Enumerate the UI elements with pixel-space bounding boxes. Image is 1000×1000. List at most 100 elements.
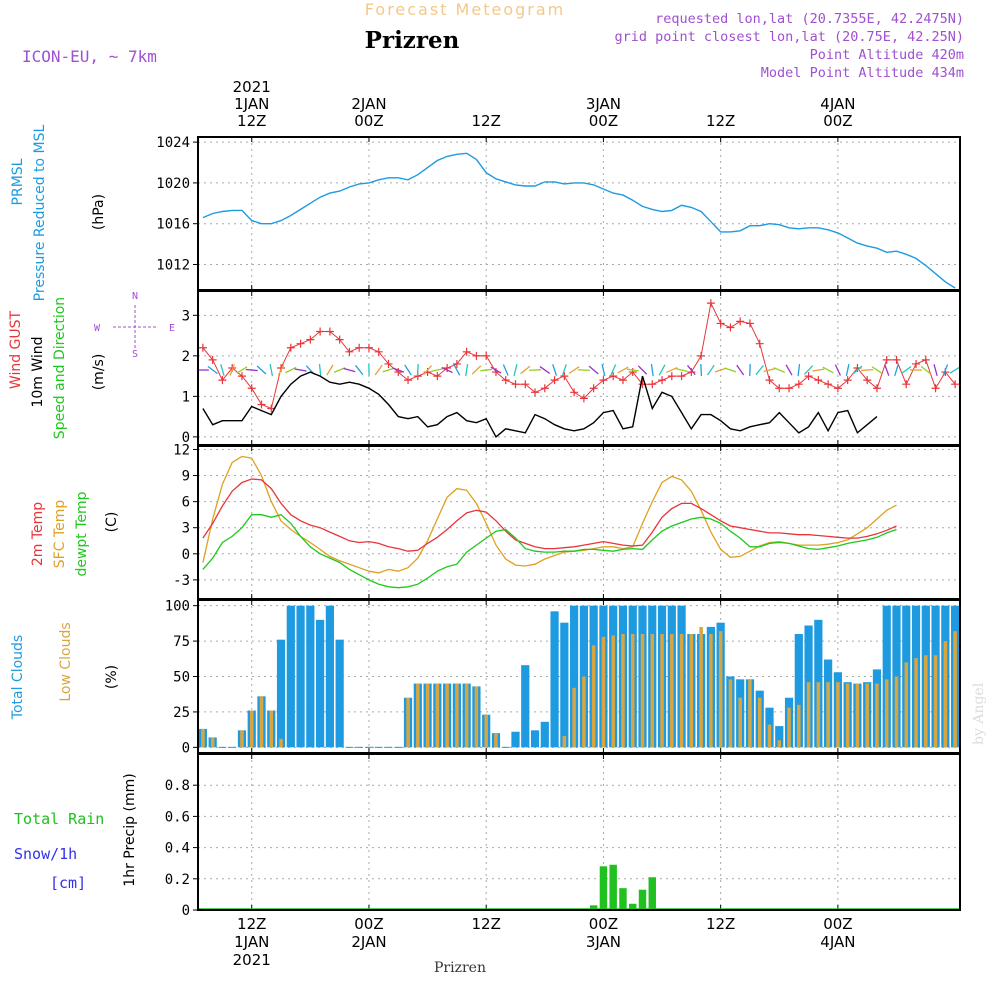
wind-direction-arrow <box>675 368 688 373</box>
gust-marker <box>540 384 549 393</box>
wind-direction-arrow <box>894 364 899 376</box>
y-tick-label: 0.2 <box>165 872 190 888</box>
top-hour-label: 00Z <box>823 112 852 130</box>
wind-direction-arrow <box>354 364 364 376</box>
wind-direction-arrow <box>773 367 786 373</box>
low-cloud-bar <box>494 733 498 748</box>
wind-direction-arrow <box>568 366 580 374</box>
wind-dir-label: Speed and Direction <box>52 297 68 439</box>
panel-border <box>197 445 961 600</box>
requested-coords: requested lon,lat (20.7355E, 42.2475N) <box>655 11 964 27</box>
wind-direction-arrow <box>207 365 218 375</box>
low-cloud-bar <box>572 687 576 748</box>
y-tick-label: 0 <box>182 903 190 919</box>
gust-marker <box>316 327 325 336</box>
wind-direction-arrow <box>626 368 639 372</box>
compass-south: S <box>132 349 138 360</box>
low-cloud-bar <box>875 683 879 748</box>
compass-icon: N S W E <box>94 291 175 360</box>
gust-marker <box>384 359 393 368</box>
gust-marker <box>716 319 725 328</box>
total-cloud-bar <box>882 605 891 748</box>
wind-direction-arrow <box>374 364 383 376</box>
bottom-time-label: 4JAN <box>820 933 855 951</box>
wind-direction-arrow <box>326 364 334 376</box>
wind-direction-arrow <box>552 364 558 376</box>
gust-marker <box>755 339 764 348</box>
gust-marker <box>531 388 540 397</box>
wind-direction-arrow <box>637 365 648 375</box>
top-date-label: 1JAN <box>234 95 269 113</box>
wind-direction-arrow <box>610 364 617 376</box>
low-cloud-bar <box>865 683 869 748</box>
low-cloud-bar <box>416 683 420 748</box>
gust-marker <box>560 372 569 381</box>
gust-marker <box>374 347 383 356</box>
wind-direction-arrow <box>423 365 433 375</box>
wind-direction-arrow <box>834 364 842 376</box>
low-cloud-bar <box>279 738 283 748</box>
wind-direction-arrow <box>686 365 696 376</box>
low-cloud-bar <box>738 697 742 748</box>
low-cloud-bar <box>953 631 957 748</box>
temperature-panel: -3 0 3 6 9 12 2m Temp SFC Temp dewpt Temp (C) <box>30 442 961 600</box>
wind-direction-arrow <box>901 365 912 375</box>
gust-marker <box>658 376 667 385</box>
gust-marker <box>785 384 794 393</box>
low-cloud-bar <box>269 710 274 748</box>
total-cloud-bar <box>511 731 520 748</box>
gust-marker <box>814 376 823 385</box>
total-cloud-bar <box>325 605 334 748</box>
wind-direction-arrow <box>220 364 225 376</box>
gust-marker <box>951 380 960 389</box>
total-cloud-bar <box>570 605 579 748</box>
location-title: Prizren <box>365 27 460 54</box>
wind-direction-arrow <box>812 368 825 372</box>
gust-marker <box>364 343 373 352</box>
low-cloud-bar <box>748 679 752 748</box>
precip-unit: 1hr Precip (mm) <box>122 773 138 886</box>
top-year-label: 2021 <box>233 78 271 96</box>
total-cloud-bar <box>560 622 569 748</box>
low-cloud-bar <box>240 730 244 748</box>
snow-unit-label: [cm] <box>50 874 86 892</box>
bottom-time-label: 2JAN <box>351 933 386 951</box>
y-tick-label: 25 <box>173 705 190 721</box>
wind-direction-arrow <box>803 365 814 375</box>
wind-unit: (m/s) <box>91 354 107 391</box>
gust-marker <box>433 372 442 381</box>
y-tick-label: 100 <box>165 599 190 615</box>
low-cloud-bar <box>464 683 469 748</box>
y-tick-label: -3 <box>173 573 190 589</box>
watermark: by Angel <box>971 682 987 745</box>
top-hour-label: 12Z <box>237 112 266 130</box>
grid-coords: grid point closest lon,lat (20.75E, 42.2… <box>615 29 965 45</box>
y-tick-label: 75 <box>173 634 190 650</box>
bottom-time-label: 12Z <box>472 915 501 933</box>
rain-bar <box>638 889 647 910</box>
low-cloud-bar <box>933 655 938 748</box>
total-cloud-bar <box>521 665 530 748</box>
y-tick-label: 50 <box>173 670 190 686</box>
wind-panel: 0 1 2 3 Wind GUST 10m Wind Speed and Direction… <box>8 290 961 446</box>
low-cloud-bar <box>816 682 821 748</box>
y-tick-label: 1012 <box>156 258 190 274</box>
low-cloud-bar <box>806 682 811 748</box>
wind-direction-arrow <box>884 364 890 376</box>
gust-marker <box>697 351 706 360</box>
sfc-temp-line <box>202 455 897 574</box>
gust-marker <box>286 343 295 352</box>
wind-direction-arrow <box>658 364 666 376</box>
low-cloud-bar <box>445 683 449 748</box>
gust-marker <box>824 380 833 389</box>
wind-direction-arrow <box>453 364 461 376</box>
gust-marker <box>452 359 461 368</box>
y-tick-label: 0.6 <box>165 809 190 825</box>
gust-marker <box>335 335 344 344</box>
low-cloud-bar <box>582 676 586 748</box>
wind-direction-arrow <box>294 368 307 372</box>
wind-direction-arrow <box>755 364 765 376</box>
low-cloud-bar <box>904 662 909 748</box>
low-cloud-bar <box>777 740 782 748</box>
wind-direction-arrow <box>852 365 863 375</box>
